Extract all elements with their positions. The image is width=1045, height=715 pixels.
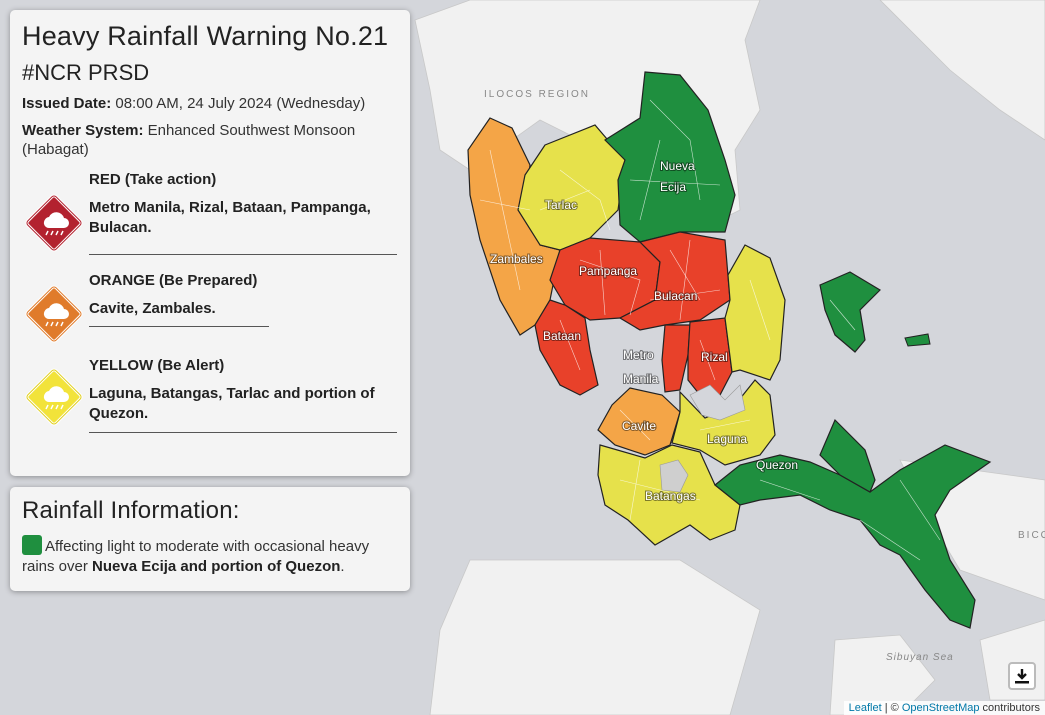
rainfall-text-before: Affecting light to moderate with occasio… xyxy=(22,538,370,575)
level-red-areas: Metro Manila, Rizal, Bataan, Pampanga, B… xyxy=(89,199,371,236)
level-orange-areas: Cavite, Zambales. xyxy=(89,300,216,317)
level-yellow-title: YELLOW (Be Alert) xyxy=(89,357,225,374)
province-quezon-north[interactable] xyxy=(724,244,786,381)
rainfall-panel: Rainfall Information: Affecting light to… xyxy=(10,487,410,591)
map-label-tarlac: Tarlac xyxy=(545,198,577,212)
level-orange-title: ORANGE (Be Prepared) xyxy=(89,272,258,289)
map-label-metro: Metro xyxy=(623,348,654,362)
weather-system-value: Enhanced Southwest Monsoon (Habagat) xyxy=(22,122,356,158)
province-cavite[interactable] xyxy=(597,387,681,456)
map-attribution: Leaflet | © OpenStreetMap contributors xyxy=(843,701,1045,715)
attribution-sep: | © xyxy=(881,702,902,714)
small-island xyxy=(904,333,931,347)
map-label-zambales: Zambales xyxy=(490,252,543,266)
level-yellow-areas: Laguna, Batangas, Tarlac and portion of … xyxy=(89,385,375,422)
level-orange: ORANGE (Be Prepared) Cavite, Zambales. xyxy=(22,272,398,343)
polillo-island[interactable] xyxy=(819,271,881,353)
map-label-rizal: Rizal xyxy=(701,350,728,364)
orange-warning-icon xyxy=(25,285,83,343)
osm-link[interactable]: OpenStreetMap xyxy=(901,702,980,714)
download-button[interactable] xyxy=(1008,662,1036,690)
map-label-manila: Manila xyxy=(623,372,659,386)
map-label-quezon: Quezon xyxy=(756,458,798,472)
warning-panel: Heavy Rainfall Warning No.21 #NCR PRSD I… xyxy=(10,10,410,476)
rainfall-text-bold: Nueva Ecija and portion of Quezon xyxy=(92,558,341,575)
divider xyxy=(89,254,397,255)
province-bataan[interactable] xyxy=(534,299,599,396)
rainfall-text-after: . xyxy=(340,558,345,575)
issued-date-value: 08:00 AM, 24 July 2024 (Wednesday) xyxy=(115,95,366,112)
province-quezon-arm[interactable] xyxy=(819,418,876,493)
municipal-boundaries xyxy=(479,99,941,561)
map-label-cavite: Cavite xyxy=(622,419,656,433)
level-red-title: RED (Take action) xyxy=(89,171,217,188)
download-icon xyxy=(1015,669,1029,684)
region-label-ilocos: ILOCOS REGION xyxy=(484,89,590,100)
issued-date: Issued Date: 08:00 AM, 24 July 2024 (Wed… xyxy=(22,94,398,113)
province-quezon[interactable] xyxy=(714,444,992,629)
leaflet-link[interactable]: Leaflet xyxy=(848,702,882,714)
divider xyxy=(89,326,269,327)
map-label-ecija: Ecija xyxy=(660,180,686,194)
province-batangas[interactable] xyxy=(597,444,741,546)
rainfall-title: Rainfall Information: xyxy=(22,497,240,524)
level-yellow: YELLOW (Be Alert) Laguna, Batangas, Tarl… xyxy=(22,357,398,443)
issued-date-label: Issued Date: xyxy=(22,95,112,112)
weather-system-label: Weather System: xyxy=(22,122,144,139)
weather-system: Weather System: Enhanced Southwest Monso… xyxy=(22,121,398,159)
yellow-warning-icon xyxy=(25,368,83,426)
map-label-laguna: Laguna xyxy=(707,432,747,446)
taal-lake xyxy=(659,459,689,493)
map-label-batangas: Batangas xyxy=(645,489,696,503)
map-label-pampanga: Pampanga xyxy=(579,264,637,278)
warning-title: Heavy Rainfall Warning No.21 xyxy=(22,21,389,51)
green-swatch xyxy=(22,535,42,555)
rainfall-text: Affecting light to moderate with occasio… xyxy=(22,535,398,577)
attribution-contrib: contributors xyxy=(979,702,1040,714)
red-warning-icon xyxy=(25,194,83,252)
map-label-bulacan: Bulacan xyxy=(654,289,697,303)
laguna-de-bay xyxy=(689,384,746,421)
warning-subtitle: #NCR PRSD xyxy=(22,60,150,85)
divider xyxy=(89,432,397,433)
map-label-nueva: Nueva xyxy=(660,159,695,173)
region-label-bicol: BICO xyxy=(1018,530,1045,541)
level-red: RED (Take action) Metro Manila, Rizal, B… xyxy=(22,171,398,257)
sea-label-sibuyan: Sibuyan Sea xyxy=(886,652,954,663)
map-label-bataan: Bataan xyxy=(543,329,581,343)
